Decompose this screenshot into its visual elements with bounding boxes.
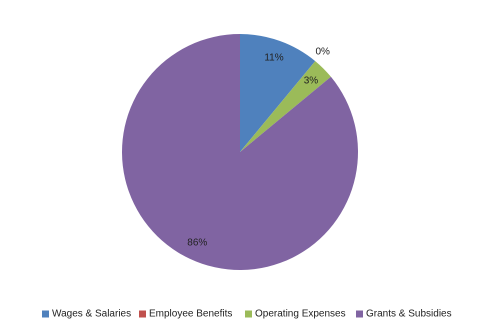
legend-label: Grants & Subsidies [366,309,452,320]
data-label: 0% [316,47,331,58]
legend-label: Wages & Salaries [52,309,131,320]
legend-swatch [245,310,252,318]
legend-label: Operating Expenses [255,309,346,320]
pie-slice [122,34,359,270]
legend-swatch [356,310,363,318]
legend-label: Employee Benefits [149,309,232,320]
legend-swatch [42,310,49,318]
pie-slice [240,61,331,152]
legend-swatch [139,310,146,318]
data-label: 11% [264,52,283,63]
data-label: 86% [187,237,207,248]
data-label: 3% [304,76,319,87]
pie-slice [240,34,316,152]
